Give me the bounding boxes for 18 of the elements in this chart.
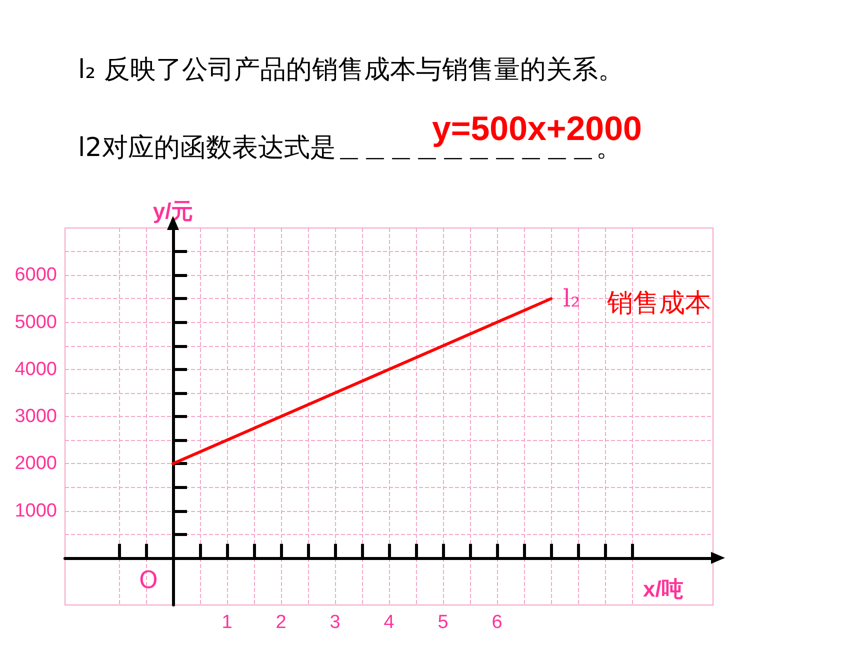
annotation: O bbox=[139, 566, 158, 594]
y-tick-label: 2000 bbox=[14, 453, 57, 474]
y-tick-label: 6000 bbox=[14, 264, 57, 286]
y-tick-label: 3000 bbox=[14, 406, 57, 427]
x-axis-title: x/吨 bbox=[643, 576, 684, 602]
x-tick-label: 2 bbox=[276, 612, 286, 633]
chart-title: l₂ 反映了公司产品的销售成本与销售量的关系。 bbox=[78, 54, 624, 87]
y-tick-label: 1000 bbox=[14, 500, 57, 522]
y-tick-label: 5000 bbox=[14, 312, 57, 333]
x-tick-label: 4 bbox=[384, 612, 395, 633]
y-tick-label: 4000 bbox=[14, 358, 57, 380]
annotation: 销售成本 bbox=[606, 288, 711, 319]
x-tick-label: 1 bbox=[222, 612, 232, 633]
x-tick-label: 5 bbox=[438, 612, 448, 633]
x-tick-label: 6 bbox=[492, 612, 502, 633]
series-label: l₂ bbox=[563, 284, 580, 313]
x-tick-label: 3 bbox=[330, 612, 340, 633]
y-axis-title: y/元 bbox=[152, 198, 194, 224]
